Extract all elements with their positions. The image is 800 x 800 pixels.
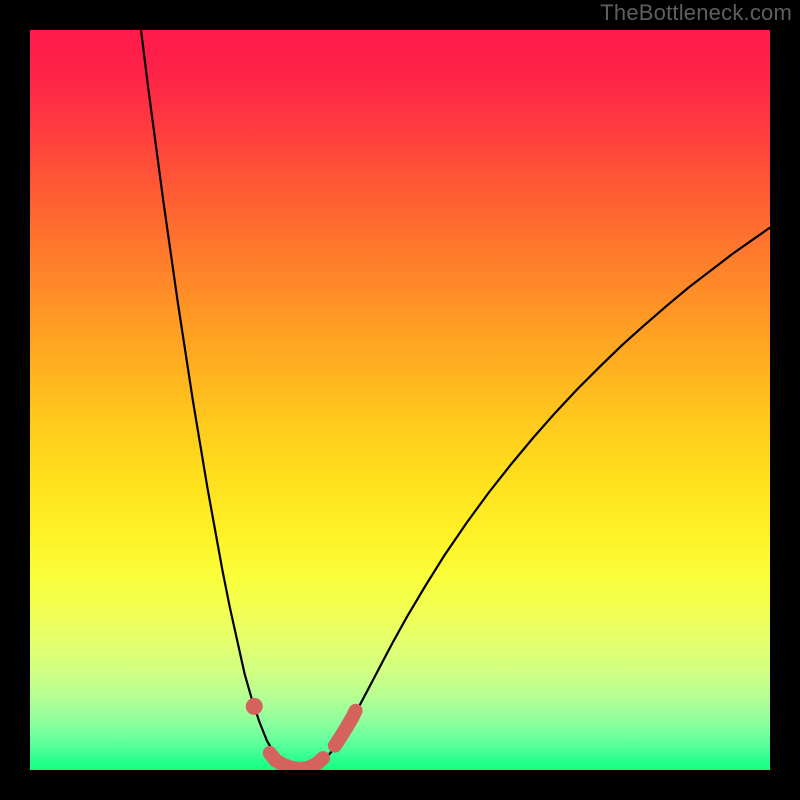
plot-area <box>30 30 770 770</box>
bottleneck-chart <box>0 0 800 800</box>
marker-dot <box>246 698 263 715</box>
chart-container: TheBottleneck.com <box>0 0 800 800</box>
gradient-background <box>30 30 770 770</box>
watermark-text: TheBottleneck.com <box>600 0 792 26</box>
